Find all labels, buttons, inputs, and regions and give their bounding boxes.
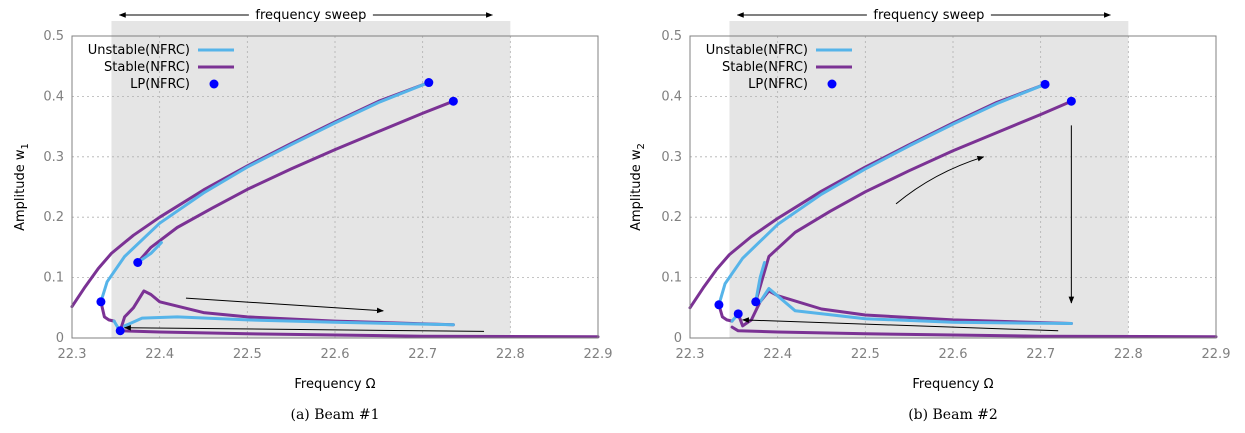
y-axis-label-a: Amplitude w1 <box>13 143 31 231</box>
y-tick-label: 0.5 <box>43 29 64 44</box>
x-axis-label-b: Frequency Ω <box>912 377 993 392</box>
series-line <box>123 315 455 328</box>
series-line <box>99 81 431 304</box>
series-group-a <box>70 81 600 339</box>
chart-panel-b: frequency sweep 22.3 22.4 22.5 22.6 22.7 22.8… <box>629 8 1230 423</box>
sweep-region <box>111 21 511 338</box>
lp-point <box>714 300 724 310</box>
plot-frame-b <box>689 35 1217 339</box>
series-line <box>758 287 1073 325</box>
x-tick-label: 22.3 <box>58 347 87 362</box>
lp-point <box>96 297 106 307</box>
lp-point <box>424 78 434 88</box>
series-line <box>99 300 116 323</box>
lp-point <box>115 326 125 336</box>
x-tick-label: 22.4 <box>145 347 174 362</box>
series-line <box>754 99 1073 304</box>
lp-point <box>733 309 743 319</box>
legend-label: Stable(NFRC) <box>722 60 808 75</box>
y-tick-label: 0.3 <box>661 150 682 165</box>
y-tick-label: 0 <box>56 331 64 346</box>
series-line <box>717 303 734 323</box>
annotation-arrow <box>895 156 985 205</box>
y-tick-label: 0.5 <box>661 29 682 44</box>
sweep-label: frequency sweep <box>873 8 984 23</box>
legend-label: Unstable(NFRC) <box>706 43 808 58</box>
legend-label: Unstable(NFRC) <box>88 43 190 58</box>
y-tick-label: 0.4 <box>43 89 64 104</box>
sweep-label: frequency sweep <box>255 8 366 23</box>
sweep-region <box>729 21 1129 338</box>
y-tick-label: 0.4 <box>661 89 682 104</box>
annotation-arrow <box>741 317 1059 332</box>
y-axis-label-b: Amplitude w2 <box>629 143 647 231</box>
x-tick-label: 22.9 <box>1202 347 1231 362</box>
x-axis-label-a: Frequency Ω <box>294 377 375 392</box>
y-tick-label: 0.1 <box>661 271 682 286</box>
x-tick-label: 22.5 <box>851 347 880 362</box>
x-tick-label: 22.4 <box>763 347 792 362</box>
annotation-arrows-b <box>741 125 1075 332</box>
y-tick-label: 0 <box>674 331 682 346</box>
x-tick-label: 22.5 <box>233 347 262 362</box>
series-line <box>118 329 600 339</box>
caption-b: (b) Beam #2 <box>908 407 998 423</box>
series-line <box>118 289 455 333</box>
y-tick-label: 0.1 <box>43 271 64 286</box>
caption-a: (a) Beam #1 <box>290 407 379 423</box>
series-line <box>136 99 455 264</box>
annotation-arrows-a <box>123 297 485 332</box>
x-tick-label: 22.8 <box>1114 347 1143 362</box>
lp-group-b <box>714 79 1076 319</box>
x-tick-label: 22.9 <box>584 347 613 362</box>
x-tick-label: 22.3 <box>676 347 705 362</box>
series-line <box>754 261 766 304</box>
legend-label: LP(NFRC) <box>748 77 808 92</box>
series-line <box>717 82 1047 307</box>
plot-frame-a <box>71 35 599 339</box>
lp-point <box>1040 79 1050 89</box>
lp-point <box>133 258 143 267</box>
series-line <box>136 241 163 264</box>
lp-point <box>448 96 458 106</box>
legend-marker-lp <box>827 79 837 89</box>
legend-label: Stable(NFRC) <box>104 60 190 75</box>
lp-group-a <box>96 78 458 336</box>
series-group-b <box>688 82 1218 339</box>
chart-panel-a: frequency sweep 22.3 22.4 22.5 22.6 22.7 22.8… <box>13 8 612 423</box>
legend-marker-lp <box>209 79 219 89</box>
x-tick-label: 22.7 <box>1026 347 1055 362</box>
lp-point <box>1066 96 1076 106</box>
x-tick-label: 22.6 <box>939 347 968 362</box>
legend-a: Unstable(NFRC) Stable(NFRC) LP(NFRC) <box>88 43 234 92</box>
lp-point <box>751 297 761 307</box>
annotation-arrow <box>185 297 384 314</box>
y-tick-label: 0.2 <box>43 210 64 225</box>
legend-label: LP(NFRC) <box>130 77 190 92</box>
y-tick-label: 0.3 <box>43 150 64 165</box>
x-tick-label: 22.7 <box>408 347 437 362</box>
annotation-arrow <box>123 324 485 332</box>
y-tick-label: 0.2 <box>661 210 682 225</box>
x-tick-label: 22.8 <box>496 347 525 362</box>
series-line <box>730 325 1218 339</box>
x-tick-label: 22.6 <box>321 347 350 362</box>
legend-b: Unstable(NFRC) Stable(NFRC) LP(NFRC) <box>706 43 852 92</box>
